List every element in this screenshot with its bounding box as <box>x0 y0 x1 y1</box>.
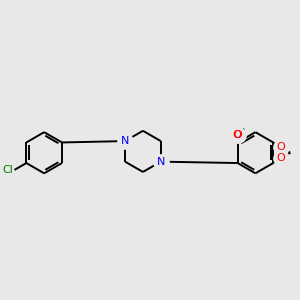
Text: O: O <box>277 142 285 152</box>
Text: N: N <box>121 136 129 146</box>
Text: O: O <box>277 153 285 164</box>
Text: O: O <box>234 130 242 140</box>
Text: O: O <box>232 130 241 140</box>
Text: N: N <box>157 157 165 167</box>
Text: Cl: Cl <box>2 165 13 175</box>
